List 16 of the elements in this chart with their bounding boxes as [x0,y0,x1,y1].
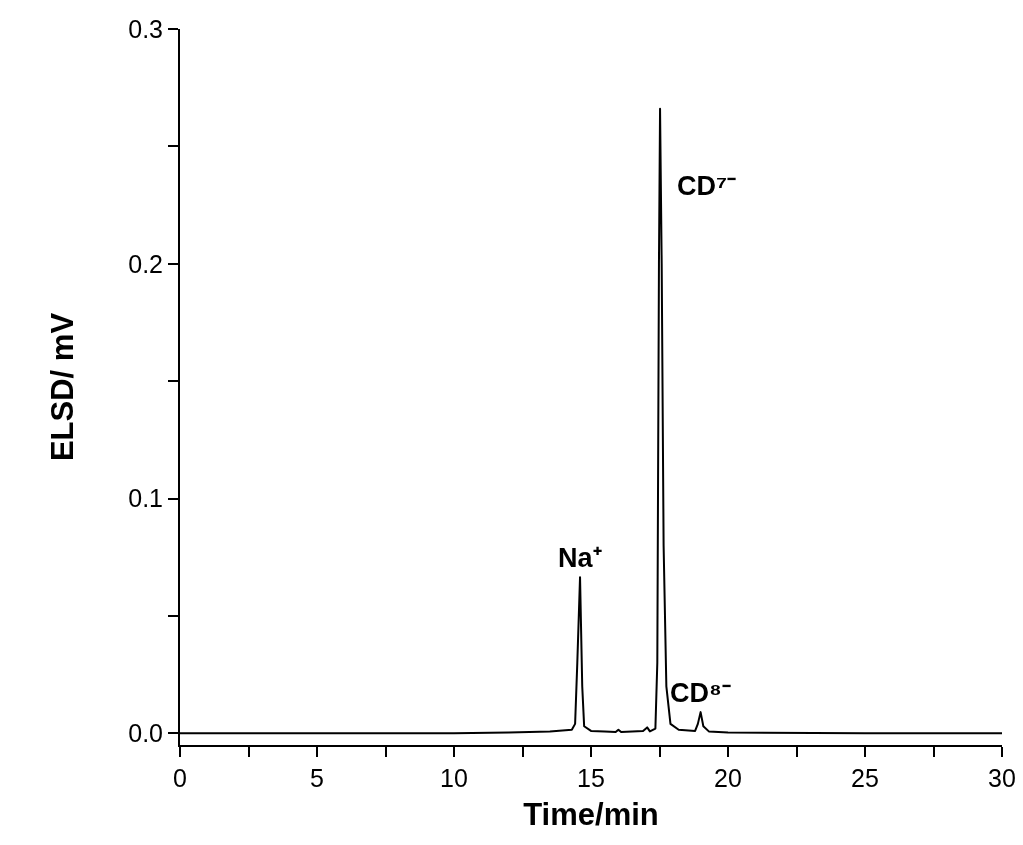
x-tick-label: 20 [714,764,742,792]
x-axis-title: Time/min [523,796,659,832]
y-tick-label: 0.3 [128,14,163,43]
y-tick-label: 0.2 [128,249,163,278]
annotation: CD⁷⁻ [677,171,737,201]
y-tick-label: 0.0 [128,719,163,748]
x-tick-label: 10 [440,764,468,792]
x-tick-label: 0 [173,764,187,792]
x-tick-label: 30 [988,764,1016,792]
x-tick-label: 5 [310,764,324,792]
y-axis-title: ELSD/ mV [45,312,81,462]
y-tick-label: 0.1 [128,484,163,513]
x-tick-label: 25 [851,764,879,792]
x-tick-label: 15 [577,764,605,792]
annotation: CD⁸⁻ [670,678,731,708]
annotation: Na⁺ [558,543,602,573]
